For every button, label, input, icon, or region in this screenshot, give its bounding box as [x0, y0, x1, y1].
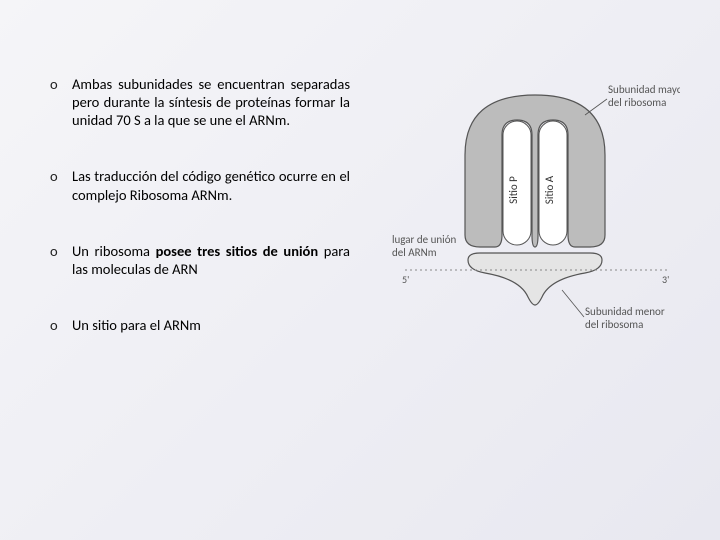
bullet-marker: o [50, 75, 72, 129]
large-subunit-shape [465, 95, 605, 247]
leader-line-top [585, 99, 607, 115]
list-item: o Un ribosoma posee tres sitios de unión… [50, 242, 350, 278]
bind-label-2: del ARNm [392, 246, 437, 259]
small-subunit-label-1: Subunidad menor [585, 305, 665, 318]
bullet-marker: o [50, 167, 72, 203]
bullet-text: Un sitio para el ARNm [72, 316, 350, 334]
three-prime-label: 3' [662, 273, 669, 286]
large-subunit-label-1: Subunidad mayor [608, 83, 680, 96]
five-prime-label: 5' [402, 273, 409, 286]
bind-label-1: lugar de unión [392, 233, 456, 246]
list-item: o Las traducción del código genético ocu… [50, 167, 350, 203]
small-subunit-label-2: del ribosoma [585, 318, 643, 331]
site-p-label: Sitio P [507, 176, 520, 204]
small-subunit-shape [468, 253, 602, 305]
leader-line-bottom [562, 290, 584, 317]
list-item: o Ambas subunidades se encuentran separa… [50, 75, 350, 129]
ribosome-diagram: Sitio P Sitio A 5' 3' Subunidad mayor de… [390, 75, 680, 335]
site-a-label: Sitio A [543, 175, 556, 204]
bullet-text: Las traducción del código genético ocurr… [72, 167, 350, 203]
bullet-text: Ambas subunidades se encuentran separada… [72, 75, 350, 129]
large-subunit-label-2: del ribosoma [608, 96, 666, 109]
diagram-column: Sitio P Sitio A 5' 3' Subunidad mayor de… [370, 0, 720, 540]
bullet-marker: o [50, 316, 72, 334]
bullet-text: Un ribosoma posee tres sitios de unión p… [72, 242, 350, 278]
list-item: o Un sitio para el ARNm [50, 316, 350, 334]
bullet-marker: o [50, 242, 72, 278]
ribosome-svg: Sitio P Sitio A 5' 3' Subunidad mayor de… [390, 75, 680, 335]
text-column: o Ambas subunidades se encuentran separa… [0, 0, 370, 540]
